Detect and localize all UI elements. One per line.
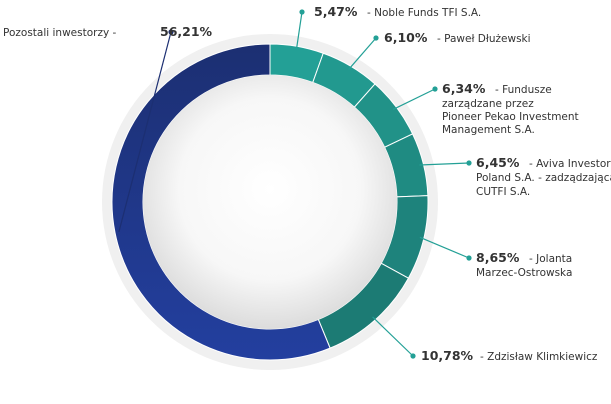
slice-percent-label: 6,10% [384, 30, 428, 45]
leader-line [295, 11, 303, 51]
leader-line [118, 31, 172, 233]
slice-percent-label: 5,47% [314, 4, 358, 19]
slice-name-label: Marzec-Ostrowska [476, 267, 572, 279]
slice-name-label: zarządzane przez [442, 98, 534, 110]
donut-slices [111, 43, 429, 361]
leader-line [419, 162, 470, 166]
slice-name-label: - Aviva Investors [529, 158, 611, 170]
slice-callouts: 5,47% - Noble Funds TFI S.A. 6,10% - Paweł … [3, 4, 611, 363]
leader-dot [432, 86, 438, 92]
slice-name-label: Management S.A. [442, 124, 535, 136]
slice-name-label: Pozostali inwestorzy - [3, 27, 117, 39]
slice-name-label: - Noble Funds TFI S.A. [367, 7, 481, 19]
slice-percent-label: 10,78% [421, 348, 474, 363]
slice-percent-label: 8,65% [476, 250, 520, 265]
leader-dot [410, 353, 416, 359]
slice-name-label: Pioneer Pekao Investment [442, 111, 579, 123]
leader-dot [466, 160, 472, 166]
leader-dot [373, 35, 379, 41]
slice-name-label: - Paweł Dłużewski [437, 33, 531, 45]
leader-dot [168, 29, 174, 35]
leader-line [372, 316, 414, 357]
slice-name-label: CUTFI S.A. [476, 186, 530, 198]
leader-dot [299, 9, 305, 15]
slice-name-label: - Jolanta [529, 253, 572, 265]
slice-name-label: - Zdzisław Klimkiewicz [480, 351, 598, 363]
leader-dot [466, 255, 472, 261]
slice-pozostali-inwestorzy [111, 43, 331, 361]
slice-percent-label: 6,45% [476, 155, 520, 170]
leader-line [419, 236, 470, 259]
slice-percent-label: 56,21% [160, 24, 213, 39]
slice-percent-label: 6,34% [442, 81, 486, 96]
slice-name-label: Poland S.A. - zadządzająca [476, 172, 611, 184]
donut-inner-disc [143, 75, 397, 329]
slice-name-label: - Fundusze [495, 84, 552, 96]
leader-line [392, 88, 436, 110]
leader-line [348, 37, 377, 70]
